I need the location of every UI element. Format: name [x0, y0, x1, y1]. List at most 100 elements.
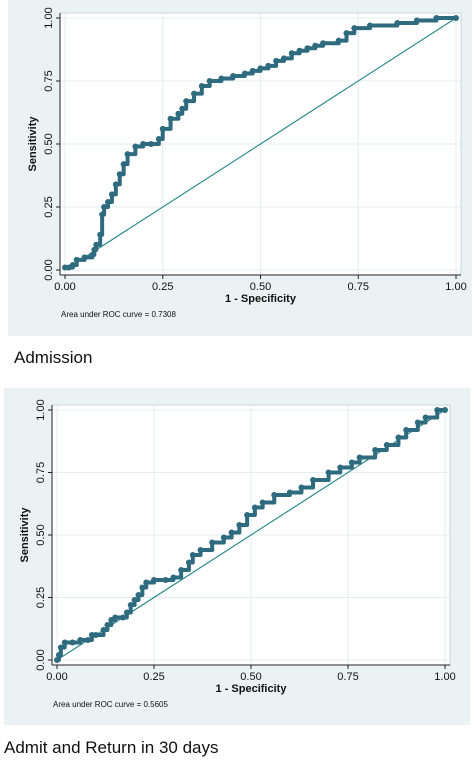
roc-point — [230, 72, 237, 79]
roc-point — [61, 639, 68, 646]
roc-point — [442, 407, 448, 413]
roc-point — [343, 30, 350, 37]
roc-point — [249, 67, 256, 74]
roc-point — [97, 231, 104, 238]
roc-point — [351, 25, 358, 32]
roc-point — [433, 15, 440, 21]
roc-point — [100, 627, 107, 633]
roc-point — [434, 407, 441, 413]
roc-point — [395, 434, 402, 441]
roc-point — [57, 644, 64, 651]
roc-point — [185, 559, 192, 566]
roc-point — [383, 442, 390, 448]
roc-point — [119, 614, 126, 621]
roc-point — [105, 198, 112, 205]
roc-point — [271, 492, 278, 498]
roc-point — [159, 125, 166, 132]
y-tick-label: 1.00 — [43, 7, 55, 28]
roc-point — [414, 419, 421, 426]
x-tick-label: 0.75 — [337, 671, 358, 683]
roc-point — [348, 459, 355, 466]
roc-point — [259, 499, 266, 506]
roc-point — [69, 639, 76, 646]
roc-point — [131, 597, 138, 603]
roc-point — [189, 552, 196, 558]
roc-point — [403, 427, 410, 433]
y-tick-label: 0.00 — [35, 649, 47, 670]
auc-annotation: Area under ROC curve = 0.5605 — [53, 700, 169, 709]
roc-point — [310, 477, 317, 483]
roc-point — [304, 45, 311, 52]
roc-point — [286, 489, 293, 496]
x-tick-label: 1.00 — [434, 671, 455, 683]
x-tick-label: 0.25 — [143, 671, 164, 683]
roc-point — [91, 246, 98, 253]
roc-point — [55, 652, 62, 658]
roc-point — [288, 50, 295, 57]
x-axis-title: 1 - Specificity — [216, 683, 288, 695]
roc-point — [280, 55, 287, 62]
roc-point — [73, 256, 80, 263]
roc-point — [81, 254, 88, 261]
y-tick-label: 0.25 — [43, 196, 55, 217]
roc-plot-admission: 0.00 0.25 0.50 0.75 1.00 0.00 0.25 0.50 0.75 1.00… — [27, 7, 467, 319]
roc-point — [241, 70, 248, 77]
roc-point — [257, 65, 264, 72]
roc-point — [220, 534, 227, 541]
roc-point — [251, 504, 258, 511]
roc-point — [178, 567, 185, 573]
caption-admit-return: Admit and Return in 30 days — [4, 738, 219, 757]
roc-point — [413, 17, 420, 24]
roc-point — [120, 161, 127, 168]
roc-point — [197, 547, 204, 553]
roc-point — [99, 211, 106, 218]
roc-point — [273, 57, 280, 64]
roc-point — [206, 78, 213, 84]
roc-point — [77, 637, 84, 643]
roc-point — [89, 251, 96, 258]
x-tick-label: 0.50 — [240, 671, 261, 683]
roc-point — [148, 141, 155, 147]
roc-point — [422, 414, 429, 421]
roc-point — [337, 464, 344, 471]
roc-point — [183, 98, 190, 105]
roc-point — [236, 522, 243, 528]
roc-point — [139, 584, 146, 591]
roc-chart-admit-return: 0.00 0.25 0.50 0.75 1.00 0.00 0.25 0.50 0.75 1.00… — [4, 388, 470, 725]
auc-annotation: Area under ROC curve = 0.7308 — [61, 310, 177, 319]
y-tick-label: 0.50 — [43, 133, 55, 154]
roc-point — [132, 143, 139, 150]
y-tick-label: 0.75 — [35, 462, 47, 483]
roc-plot-admit-return: 0.00 0.25 0.50 0.75 1.00 0.00 0.25 0.50 0.75 1.00… — [19, 399, 456, 709]
y-axis-title: Sensitivity — [19, 507, 31, 563]
x-tick-label: 0.75 — [348, 281, 369, 293]
roc-point — [108, 191, 115, 198]
roc-point — [244, 512, 251, 518]
roc-point — [191, 90, 198, 97]
roc-point — [112, 614, 119, 621]
roc-point — [124, 151, 131, 158]
roc-point — [312, 42, 319, 49]
roc-point — [151, 577, 157, 583]
roc-point — [104, 622, 111, 628]
x-axis-title: 1 - Specificity — [225, 293, 297, 305]
x-tick-label: 0.50 — [250, 281, 271, 293]
roc-point — [167, 115, 174, 122]
roc-point — [143, 579, 150, 586]
roc-point — [170, 574, 177, 581]
roc-point — [162, 577, 169, 583]
y-tick-label: 1.00 — [35, 399, 47, 420]
x-tick-label: 0.00 — [54, 281, 75, 293]
reference-line — [64, 17, 457, 271]
roc-point — [320, 40, 327, 47]
roc-point — [54, 657, 60, 663]
roc-point — [265, 62, 272, 69]
roc-point — [179, 105, 186, 112]
caption-admission: Admission — [14, 348, 93, 367]
roc-point — [92, 632, 99, 638]
roc-point — [93, 241, 100, 248]
roc-point — [123, 609, 130, 616]
roc-point — [394, 20, 401, 27]
roc-point — [366, 22, 373, 29]
y-tick-label: 0.50 — [35, 524, 47, 545]
